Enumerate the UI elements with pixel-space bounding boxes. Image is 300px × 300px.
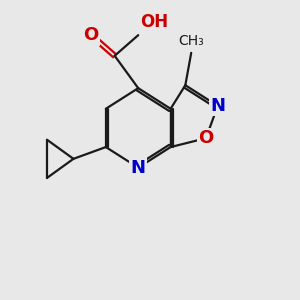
Text: CH₃: CH₃ <box>178 34 204 47</box>
Text: O: O <box>83 26 99 44</box>
Text: O: O <box>198 129 214 147</box>
Text: OH: OH <box>140 13 168 31</box>
Text: N: N <box>131 159 146 177</box>
Text: N: N <box>210 97 225 115</box>
